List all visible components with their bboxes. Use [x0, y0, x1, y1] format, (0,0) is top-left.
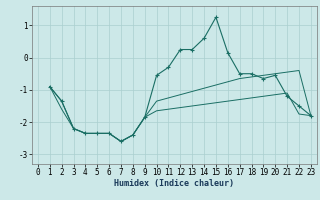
X-axis label: Humidex (Indice chaleur): Humidex (Indice chaleur) [115, 179, 234, 188]
